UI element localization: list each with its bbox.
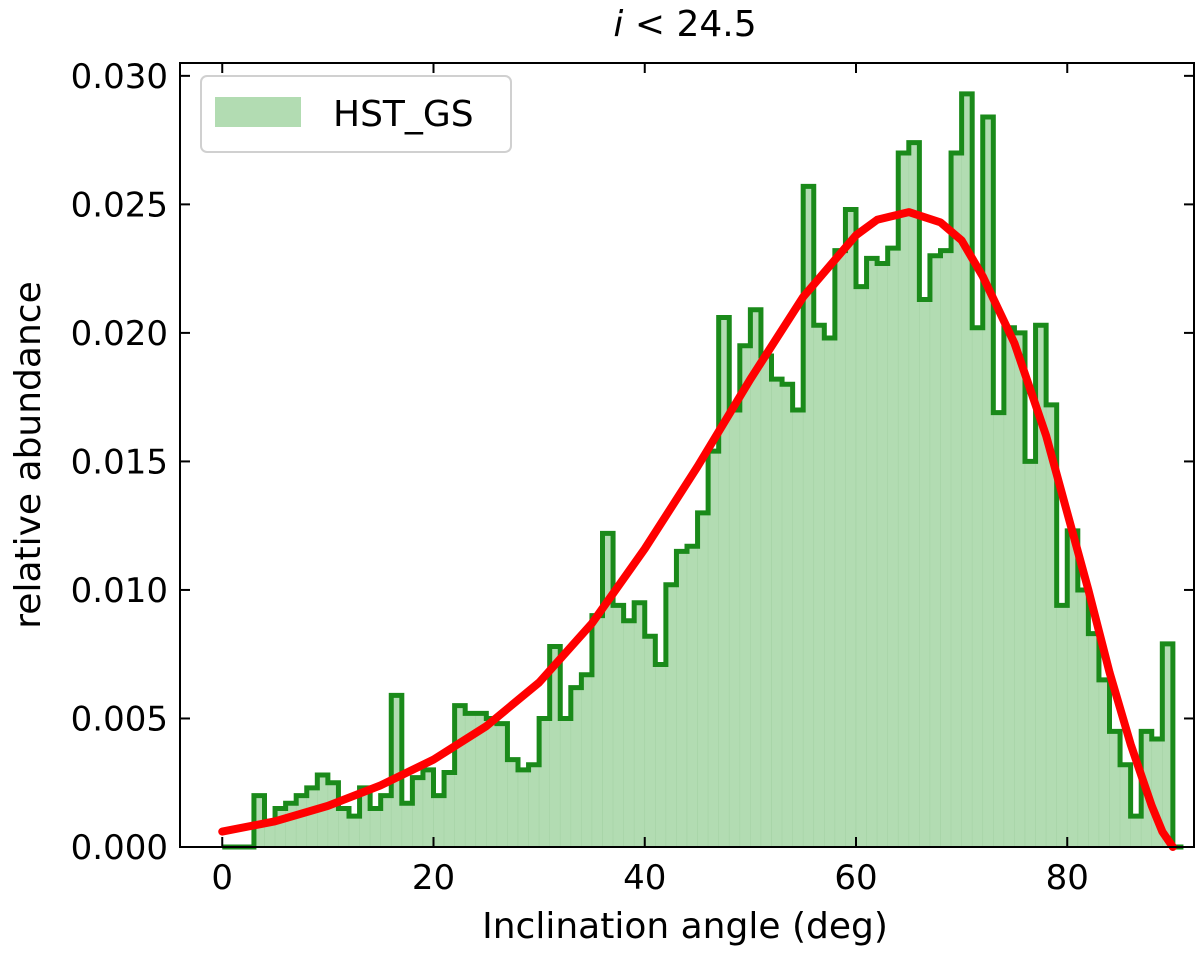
- legend-swatch-hst-gs: [215, 97, 301, 127]
- y-axis-ticks: 0.000 0.005 0.010 0.015 0.020 0.025 0.030: [71, 57, 1194, 868]
- histogram-bar: [517, 769, 529, 848]
- histogram-bar: [528, 764, 540, 848]
- histogram-bar: [644, 635, 656, 848]
- legend: HST_GS: [200, 75, 512, 153]
- histogram-bar: [750, 309, 762, 848]
- histogram-bar: [655, 664, 667, 848]
- y-tick-label: 0.015: [71, 442, 168, 482]
- histogram-bar: [887, 247, 899, 848]
- histogram-bar: [781, 384, 793, 848]
- histogram-bar: [1130, 815, 1142, 848]
- histogram-bar: [760, 355, 772, 848]
- y-axis-label: relative abundance: [8, 281, 49, 628]
- chart-title-rest: < 24.5: [623, 4, 756, 45]
- histogram-bar: [929, 255, 941, 848]
- histogram-bar: [559, 718, 572, 848]
- y-tick-label: 0.020: [71, 314, 168, 354]
- y-tick-label: 0.010: [71, 571, 168, 611]
- histogram-bar: [855, 286, 867, 848]
- histogram-bar: [433, 795, 445, 848]
- y-tick-label: 0.005: [71, 699, 168, 739]
- histogram-bar: [919, 299, 931, 848]
- histogram-bar: [676, 551, 688, 848]
- histogram-bar: [486, 718, 498, 848]
- histogram-bars: [253, 93, 1174, 848]
- x-tick-label: 20: [412, 858, 455, 898]
- x-tick-label: 60: [834, 858, 877, 898]
- histogram-bar: [940, 250, 952, 848]
- histogram-bar: [866, 258, 878, 848]
- histogram-bar: [950, 152, 962, 848]
- legend-box: [200, 75, 512, 153]
- histogram-bar: [686, 545, 698, 848]
- histogram-bar: [897, 152, 910, 848]
- histogram-bar: [697, 512, 709, 848]
- x-axis-ticks: 0 20 40 60 80: [211, 63, 1089, 898]
- histogram-bar: [507, 759, 519, 848]
- histogram-bar: [739, 345, 751, 848]
- histogram-bar: [771, 378, 783, 848]
- histogram-bar: [612, 605, 624, 848]
- histogram-bar: [971, 327, 984, 848]
- histogram-bar: [993, 412, 1005, 848]
- x-tick-label: 80: [1046, 858, 1089, 898]
- histogram-bar: [401, 803, 413, 848]
- histogram-bar: [813, 324, 825, 848]
- plot-frame: [179, 62, 1195, 848]
- chart-title: i < 24.5: [613, 4, 756, 45]
- histogram-bar: [623, 620, 635, 848]
- histogram-bar: [633, 602, 646, 848]
- y-tick-label: 0.025: [71, 185, 168, 225]
- histogram-bar: [728, 409, 741, 848]
- histogram-bar: [792, 409, 804, 848]
- histogram-bar: [1024, 461, 1036, 848]
- y-tick-label: 0.030: [71, 57, 168, 97]
- legend-label-hst-gs: HST_GS: [333, 94, 474, 135]
- histogram-bar: [845, 209, 857, 848]
- x-axis-label: Inclination angle (deg): [482, 906, 888, 947]
- y-tick-label: 0.000: [71, 828, 168, 868]
- fit-curve-line: [218, 208, 1177, 851]
- chart-title-italic: i: [613, 4, 623, 45]
- histogram-bar: [1056, 605, 1068, 848]
- x-tick-label: 40: [623, 858, 666, 898]
- histogram-bar: [876, 263, 888, 848]
- histogram-bar: [581, 674, 593, 848]
- x-tick-label: 0: [211, 858, 233, 898]
- histogram-bar: [824, 337, 836, 848]
- histogram-bar: [369, 808, 381, 848]
- histogram-bar: [348, 815, 360, 848]
